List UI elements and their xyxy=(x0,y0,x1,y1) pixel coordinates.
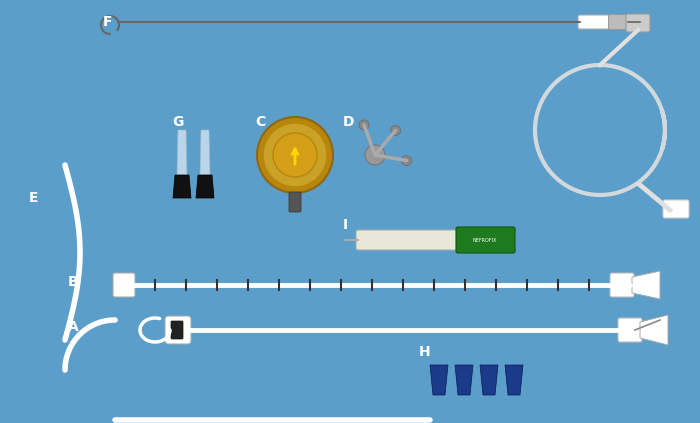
FancyBboxPatch shape xyxy=(113,273,135,297)
FancyBboxPatch shape xyxy=(456,227,515,253)
Polygon shape xyxy=(430,365,448,395)
Text: G: G xyxy=(172,115,183,129)
Polygon shape xyxy=(200,130,210,175)
Text: H: H xyxy=(419,345,430,359)
FancyBboxPatch shape xyxy=(165,316,191,344)
Text: A: A xyxy=(68,320,78,334)
FancyBboxPatch shape xyxy=(626,14,650,32)
Polygon shape xyxy=(177,130,187,175)
Text: C: C xyxy=(255,115,265,129)
Text: B: B xyxy=(68,275,78,289)
Text: I: I xyxy=(342,218,348,232)
FancyBboxPatch shape xyxy=(663,200,689,218)
Polygon shape xyxy=(455,365,473,395)
Polygon shape xyxy=(505,365,523,395)
FancyBboxPatch shape xyxy=(171,321,183,339)
Polygon shape xyxy=(173,175,191,198)
FancyBboxPatch shape xyxy=(610,273,634,297)
Text: E: E xyxy=(29,191,38,205)
Circle shape xyxy=(359,120,369,130)
Polygon shape xyxy=(196,175,214,198)
Circle shape xyxy=(263,123,327,187)
FancyBboxPatch shape xyxy=(356,230,460,250)
Circle shape xyxy=(257,117,333,193)
Text: NEFROFIX: NEFROFIX xyxy=(473,237,497,242)
Polygon shape xyxy=(640,315,668,345)
Circle shape xyxy=(402,156,412,165)
Circle shape xyxy=(273,133,317,177)
Polygon shape xyxy=(632,271,660,299)
Text: F: F xyxy=(102,15,112,29)
FancyBboxPatch shape xyxy=(578,15,612,29)
FancyBboxPatch shape xyxy=(608,14,629,30)
FancyBboxPatch shape xyxy=(618,318,642,342)
Circle shape xyxy=(365,145,385,165)
FancyBboxPatch shape xyxy=(289,192,301,212)
Circle shape xyxy=(391,126,400,135)
Polygon shape xyxy=(480,365,498,395)
Text: D: D xyxy=(342,115,354,129)
